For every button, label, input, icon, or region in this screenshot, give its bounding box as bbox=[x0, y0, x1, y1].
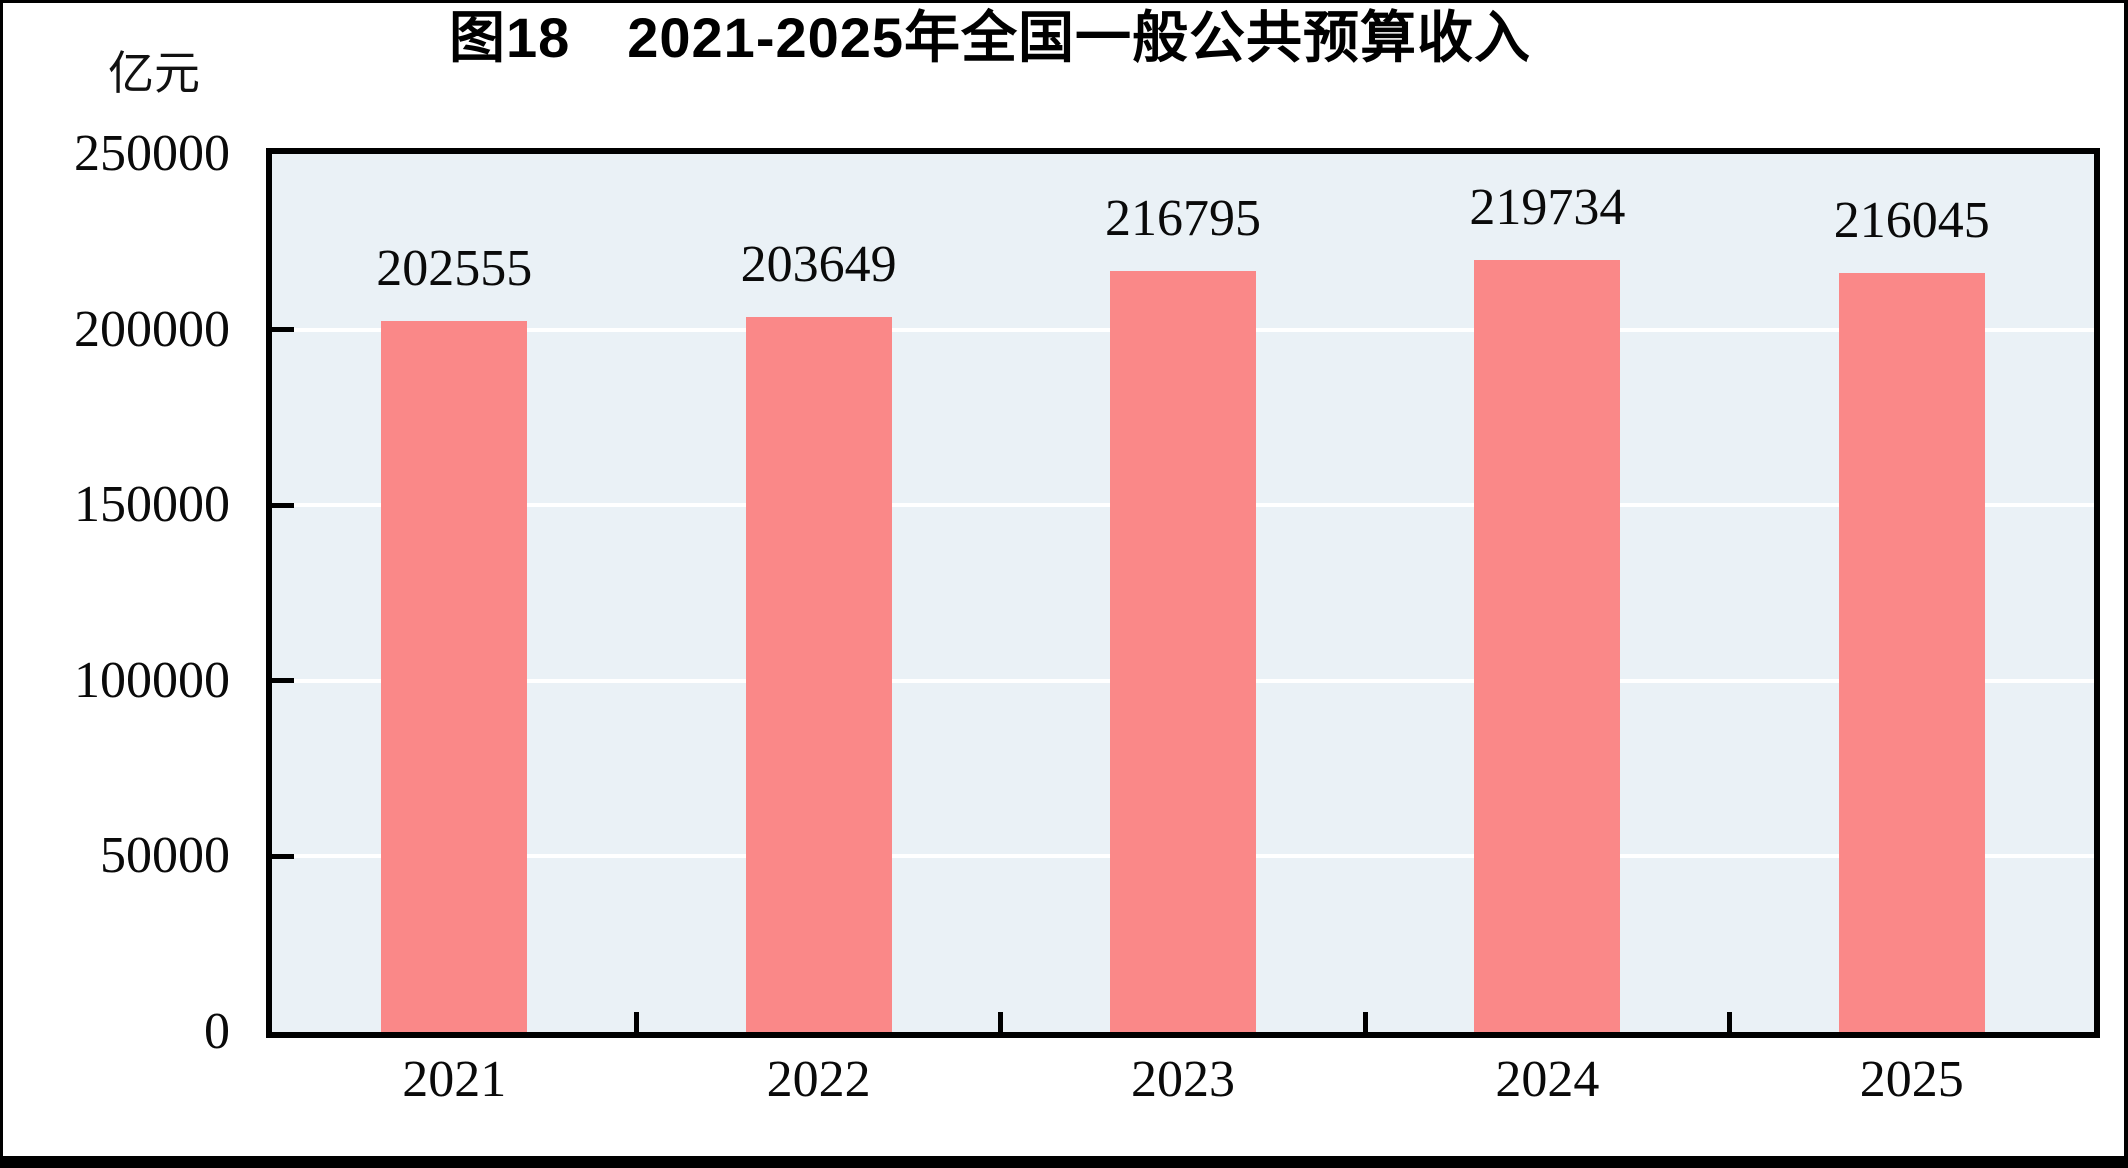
border-left bbox=[0, 0, 3, 1168]
y-axis-unit-label: 亿元 bbox=[108, 47, 200, 99]
x-tick-label-2022: 2022 bbox=[766, 1051, 871, 1108]
y-tick-label-150000: 150000 bbox=[74, 476, 230, 534]
plot-area: 202555 203649 216795 219734 216045 bbox=[266, 148, 2100, 1038]
x-tick-label-2021: 2021 bbox=[402, 1051, 507, 1108]
y-tick-label-250000: 250000 bbox=[74, 125, 230, 182]
bar-2025 bbox=[1838, 273, 1985, 1032]
bar-value-label-2023: 216795 bbox=[1105, 189, 1261, 247]
x-tick-boundary-3 bbox=[1362, 1012, 1368, 1032]
bar-2024 bbox=[1474, 260, 1621, 1032]
bar-value-label-2024: 219734 bbox=[1469, 179, 1626, 237]
y-tick-label-0: 0 bbox=[204, 1003, 230, 1060]
border-top bbox=[0, 0, 2128, 3]
bar-2023 bbox=[1110, 270, 1256, 1032]
x-tick-label-2023: 2023 bbox=[1131, 1051, 1235, 1108]
border-bottom bbox=[0, 1156, 2128, 1168]
x-tick-boundary-1 bbox=[633, 1012, 639, 1032]
x-tick-boundary-4 bbox=[1727, 1012, 1733, 1032]
bar-2021 bbox=[381, 320, 528, 1032]
plot-inner: 202555 203649 216795 219734 216045 bbox=[272, 154, 2094, 1032]
chart-title: 图18 2021-2025年全国一般公共预算收入 bbox=[448, 6, 1532, 69]
y-tick-label-50000: 50000 bbox=[100, 827, 230, 885]
y-tick-100000 bbox=[272, 678, 294, 684]
x-tick-label-2024: 2024 bbox=[1495, 1051, 1600, 1108]
border-right bbox=[2124, 0, 2128, 1168]
x-tick-boundary-2 bbox=[998, 1012, 1004, 1032]
y-tick-150000 bbox=[272, 502, 294, 508]
y-tick-50000 bbox=[272, 853, 294, 859]
y-tick-label-100000: 100000 bbox=[74, 651, 230, 709]
bar-2022 bbox=[745, 316, 892, 1032]
y-tick-200000 bbox=[272, 327, 294, 333]
bar-value-label-2021: 202555 bbox=[376, 239, 533, 297]
bar-value-label-2025: 216045 bbox=[1833, 192, 1990, 250]
x-tick-label-2025: 2025 bbox=[1859, 1051, 1964, 1108]
y-tick-label-200000: 200000 bbox=[74, 300, 230, 358]
bar-value-label-2022: 203649 bbox=[740, 235, 897, 293]
